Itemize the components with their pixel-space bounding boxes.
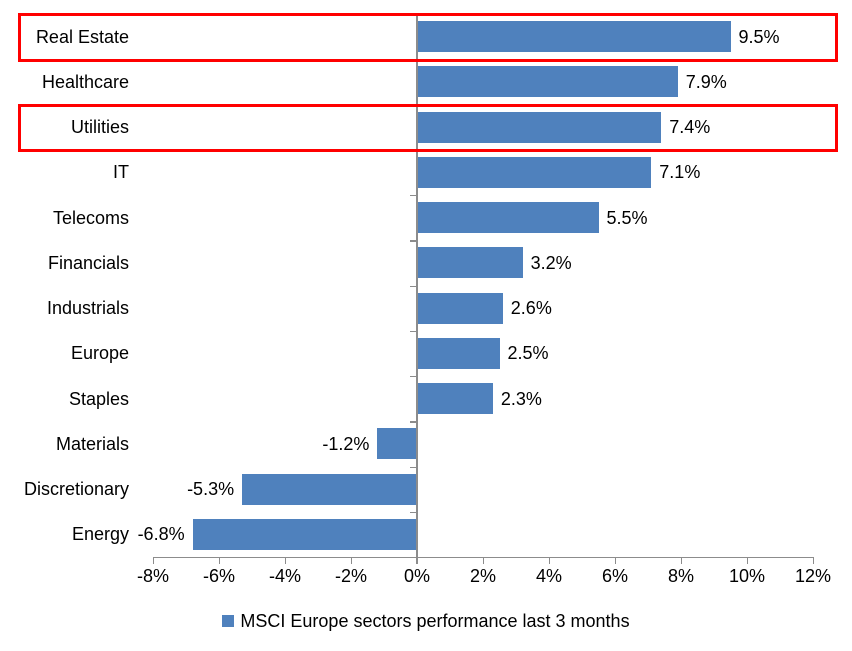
x-axis-tick: [482, 557, 484, 564]
x-axis-tick: [812, 557, 814, 564]
y-axis-tick: [410, 285, 416, 287]
y-axis-tick: [410, 466, 416, 468]
x-tick-label-6%: 6%: [601, 566, 628, 586]
highlight-box-utilities: [18, 103, 838, 152]
category-label-materials: Materials: [55, 433, 129, 454]
bar-real-estate: [417, 21, 731, 53]
category-label-discretionary: Discretionary: [23, 479, 129, 500]
value-label-utilities: 7.4%: [669, 117, 711, 138]
x-tick-label-4%: 4%: [535, 566, 562, 586]
value-label-discretionary: -5.3%: [187, 479, 235, 500]
x-tick-label--6%: -6%: [202, 566, 235, 586]
y-axis-tick: [410, 195, 416, 197]
value-label-it: 7.1%: [659, 162, 701, 183]
x-tick-label-0%: 0%: [403, 566, 430, 586]
category-label-europe: Europe: [70, 343, 129, 364]
value-label-real-estate: 9.5%: [738, 26, 780, 47]
legend-series-swatch-icon: [222, 615, 235, 627]
x-tick-label--4%: -4%: [268, 566, 301, 586]
x-tick-label-12%: 12%: [794, 566, 832, 586]
category-label-staples: Staples: [68, 388, 129, 409]
bar-europe: [417, 337, 500, 369]
y-axis-line: [416, 13, 418, 564]
bar-materials: [377, 428, 417, 460]
category-label-it: IT: [113, 162, 129, 183]
x-axis-tick: [548, 557, 550, 564]
bar-industrials: [417, 292, 503, 324]
bar-energy: [192, 518, 417, 550]
bar-staples: [417, 383, 493, 415]
y-axis-tick: [410, 421, 416, 423]
bar-healthcare: [417, 66, 678, 98]
category-label-industrials: Industrials: [46, 298, 129, 319]
category-label-energy: Energy: [71, 524, 129, 545]
x-tick-label-8%: 8%: [667, 566, 694, 586]
x-tick-label-2%: 2%: [469, 566, 496, 586]
value-label-europe: 2.5%: [507, 343, 549, 364]
x-axis-tick: [284, 557, 286, 564]
bar-telecoms: [417, 202, 599, 234]
category-label-utilities: Utilities: [70, 117, 129, 138]
category-label-telecoms: Telecoms: [52, 207, 129, 228]
y-axis-tick: [410, 240, 416, 242]
x-axis-line: [152, 556, 814, 558]
x-tick-label--8%: -8%: [136, 566, 169, 586]
value-label-industrials: 2.6%: [510, 298, 552, 319]
category-label-real-estate: Real Estate: [35, 26, 129, 47]
y-axis-tick: [410, 511, 416, 514]
x-axis-tick: [152, 557, 154, 564]
x-tick-label-10%: 10%: [728, 566, 766, 586]
value-label-telecoms: 5.5%: [606, 207, 648, 228]
bar-financials: [417, 247, 523, 279]
category-label-financials: Financials: [47, 252, 129, 273]
x-axis-tick: [614, 557, 616, 564]
value-label-materials: -1.2%: [322, 433, 370, 454]
x-tick-label--2%: -2%: [334, 566, 367, 586]
x-axis-tick: [680, 557, 682, 564]
bar-discretionary: [242, 473, 417, 505]
category-label-healthcare: Healthcare: [41, 71, 129, 92]
bar-it: [417, 156, 652, 188]
legend-label: MSCI Europe sectors performance last 3 m…: [240, 610, 630, 631]
x-axis-tick: [218, 557, 220, 564]
x-axis-tick: [746, 557, 748, 564]
value-label-energy: -6.8%: [137, 524, 185, 545]
y-axis-tick: [410, 376, 416, 378]
y-axis-tick: [410, 330, 416, 333]
value-label-financials: 3.2%: [530, 252, 572, 273]
value-label-healthcare: 7.9%: [685, 71, 727, 92]
legend: MSCI Europe sectors performance last 3 m…: [0, 607, 852, 635]
highlight-box-real-estate: [18, 13, 838, 62]
x-axis-tick: [350, 557, 352, 564]
y-axis-tick: [410, 557, 416, 559]
bar-utilities: [417, 111, 662, 143]
value-label-staples: 2.3%: [500, 388, 542, 409]
